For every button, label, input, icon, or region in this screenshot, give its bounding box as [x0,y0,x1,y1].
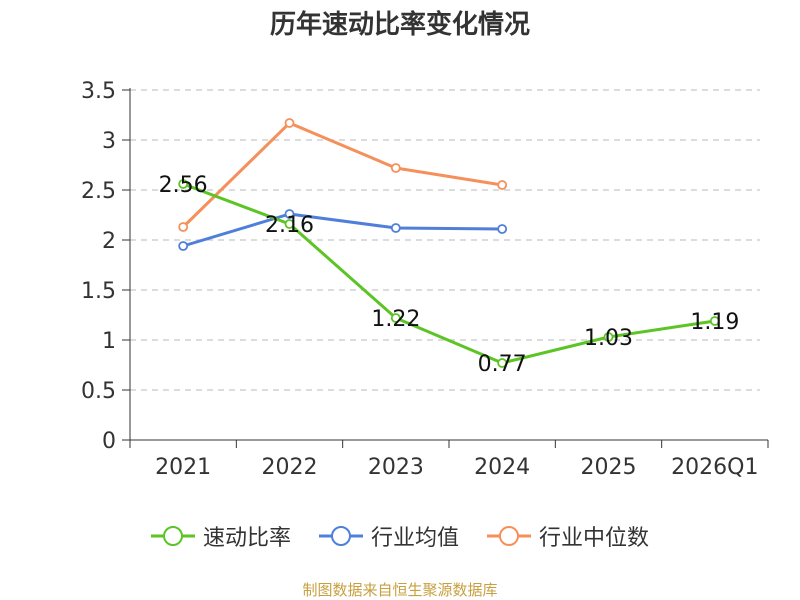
data-point [178,179,189,189]
series-lines [178,118,720,368]
data-label: 1.19 [690,310,739,335]
legend-label: 行业中位数 [539,526,650,551]
data-point [390,163,401,173]
y-tick-label: 3.5 [81,79,116,104]
axes [122,88,769,448]
y-tick-label: 0 [102,429,116,454]
legend-swatch-icon [150,526,195,546]
legend-item-2[interactable]: 行业中位数 [487,520,649,552]
x-tick-label: 2023 [368,455,424,480]
x-tick-labels: 2021 2022 2023 2024 2025 2026Q1 [155,455,758,480]
x-tick-label: 2021 [155,455,211,480]
chart-title: 历年速动比率变化情况 [269,10,530,40]
data-point [178,222,189,232]
data-point [603,332,614,342]
y-tick-label: 3 [102,129,116,154]
data-label: 1.22 [371,307,420,332]
x-tick-label: 2024 [474,455,530,480]
series-line-2 [182,121,503,229]
legend-swatch-icon [487,526,531,546]
y-tick-labels: 0 0.5 1 1.5 2 2.5 3 3.5 [81,79,116,454]
data-point [497,224,508,234]
data-labels: 2.56 2.16 1.22 0.77 1.03 1.19 [159,173,740,377]
data-label: 2.56 [159,173,208,198]
x-tick-label: 2022 [262,455,318,480]
data-point [284,209,295,219]
y-tick-label: 1.5 [81,279,116,304]
series-line-0 [182,182,716,365]
x-tick-label: 2026Q1 [671,455,758,480]
legend-label: 行业均值 [370,526,459,551]
data-point [497,180,508,190]
legend-label: 速动比率 [202,526,291,551]
data-point [390,223,401,233]
grid-lines [130,89,760,391]
source-note: 制图数据来自恒生聚源数据库 [302,581,498,599]
y-tick-label: 2 [102,229,116,254]
data-point [284,219,295,229]
series-line-1 [182,212,503,248]
legend: 速动比率 行业均值 行业中位数 [0,520,800,552]
data-label: 1.03 [584,326,633,351]
y-tick-label: 0.5 [81,379,116,404]
legend-item-0[interactable]: 速动比率 [150,520,291,552]
legend-swatch-icon [318,526,363,546]
data-point [709,316,720,326]
data-point [497,358,508,368]
data-point [284,118,295,128]
legend-item-1[interactable]: 行业均值 [318,520,459,552]
x-tick-label: 2025 [581,455,637,480]
y-tick-label: 2.5 [81,179,116,204]
data-label: 2.16 [265,213,314,238]
y-tick-label: 1 [102,329,116,354]
data-label: 0.77 [478,352,527,377]
data-point [178,241,189,251]
data-point [390,313,401,323]
